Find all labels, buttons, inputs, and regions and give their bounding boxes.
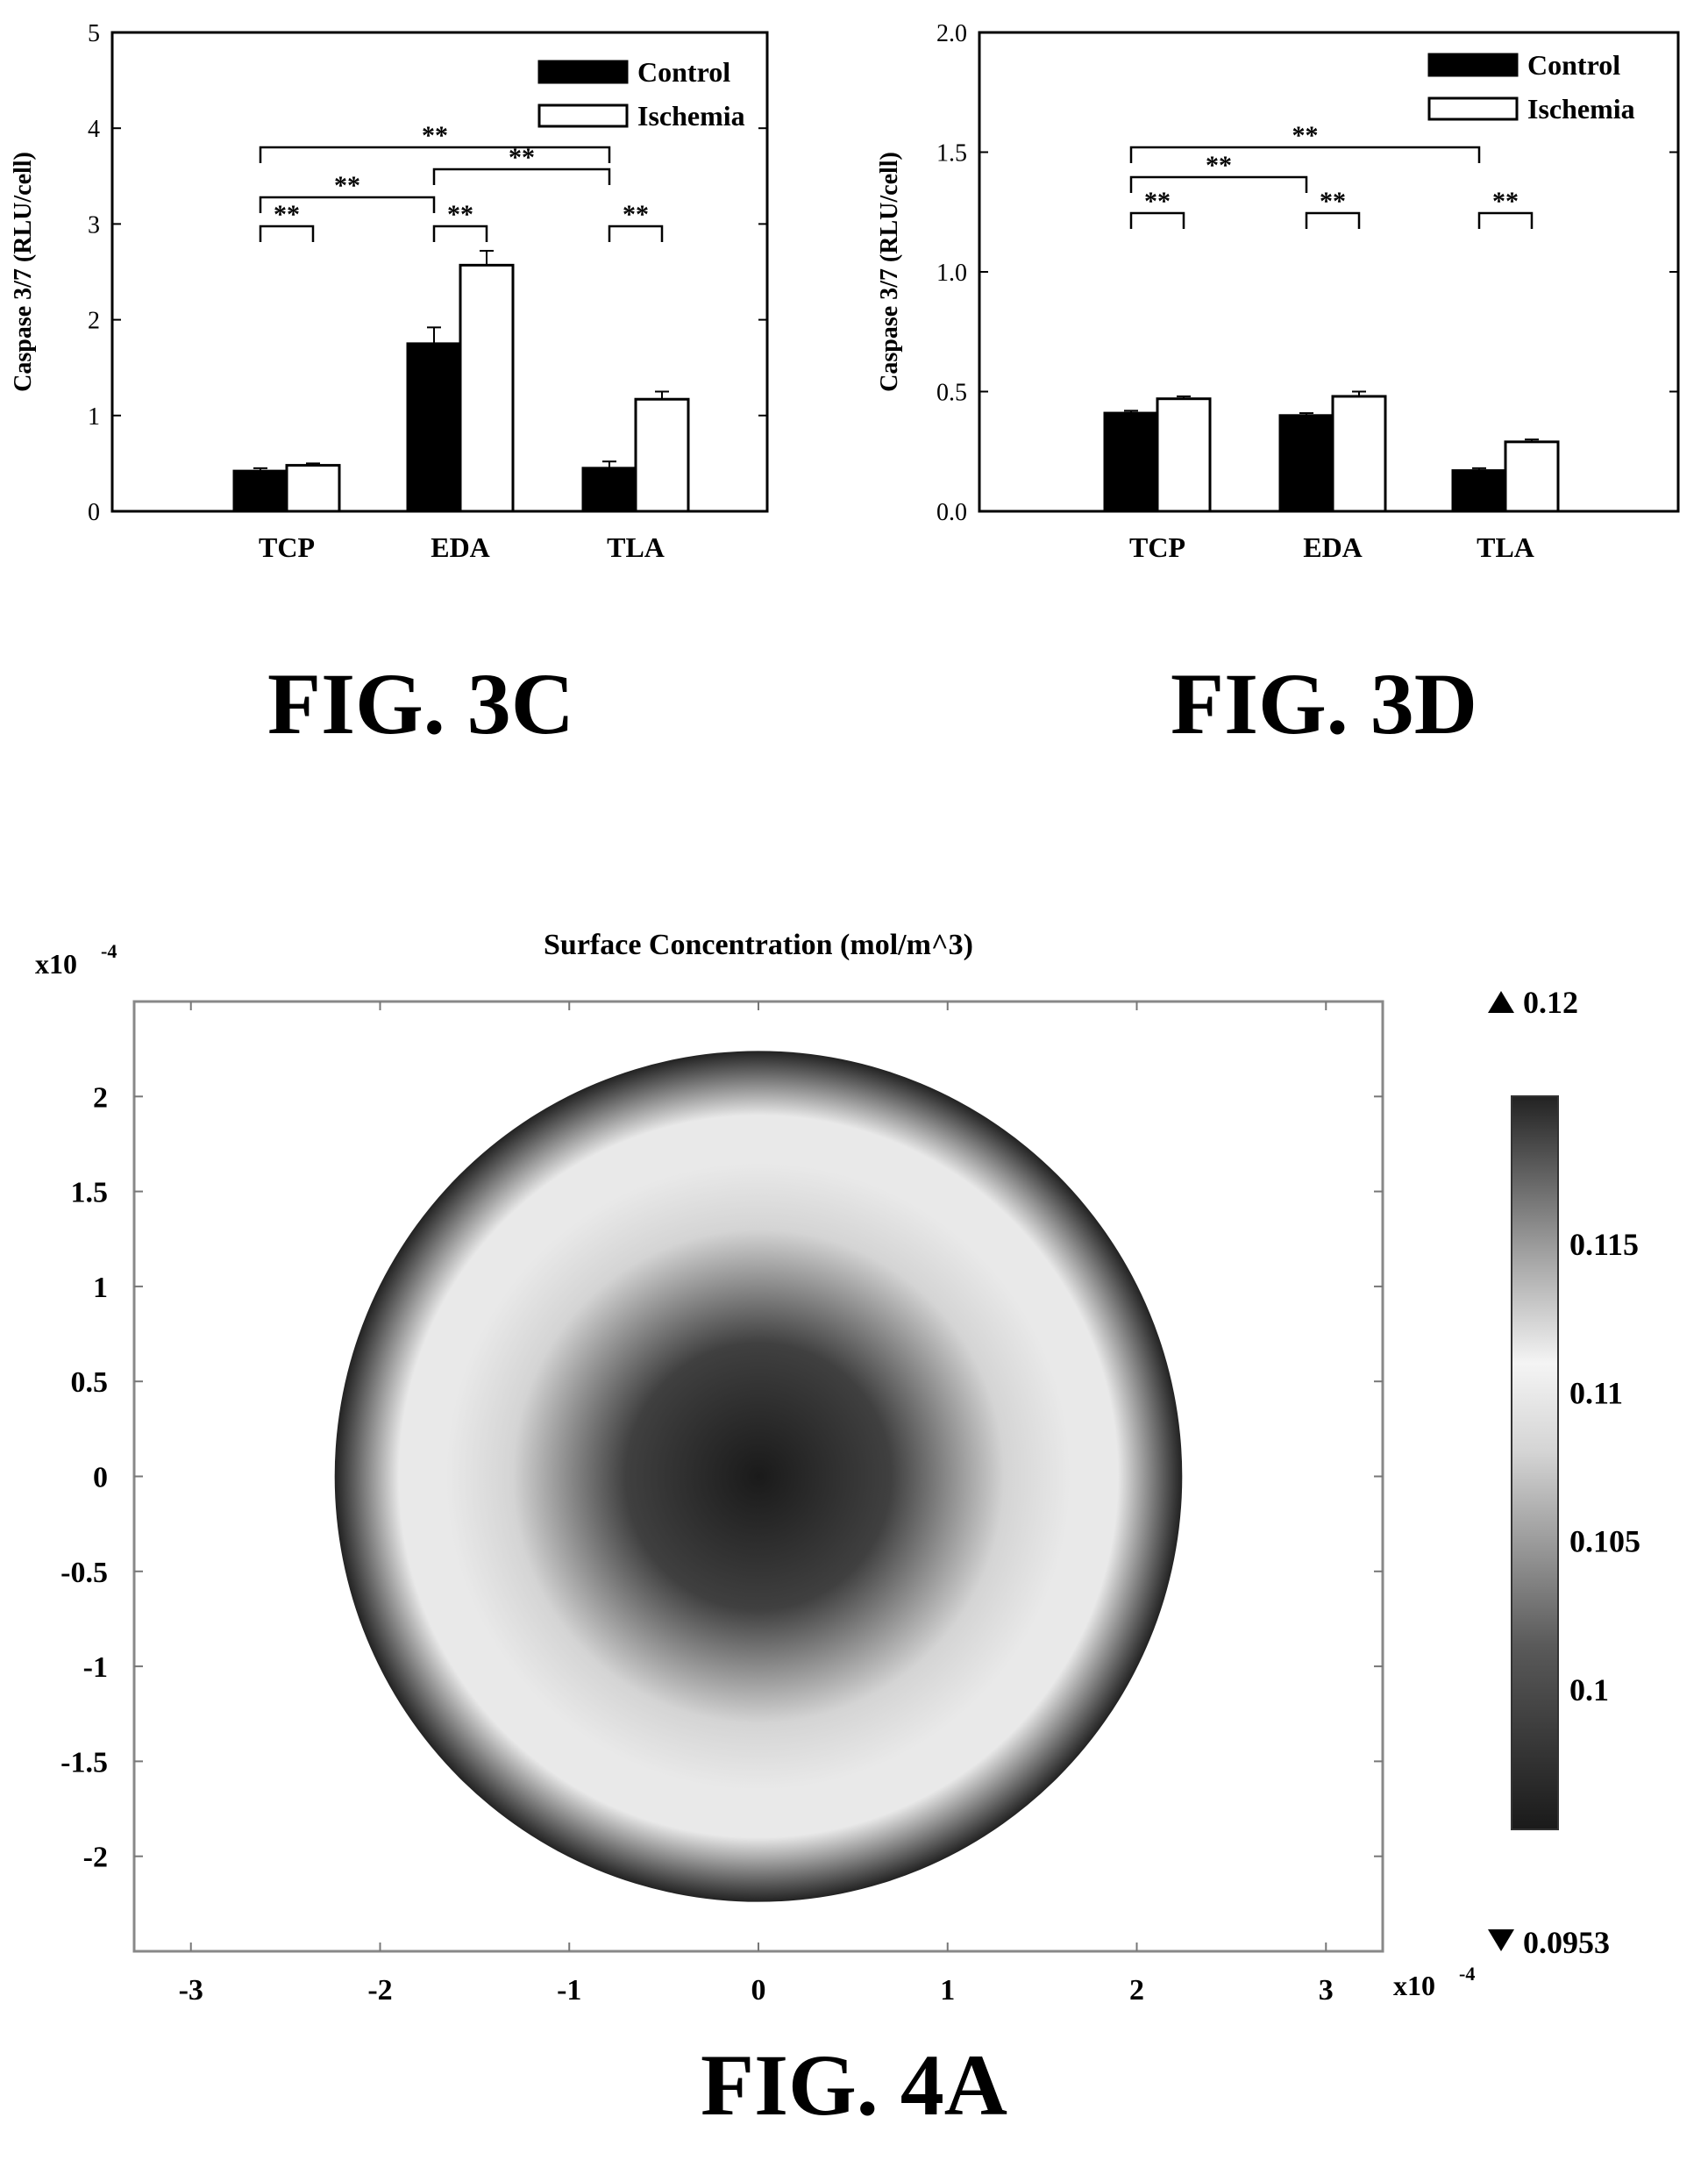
legend-swatch-ischemia: [537, 103, 629, 128]
colorbar-tick-label: 0.105: [1569, 1524, 1640, 1559]
x-exponent-label: x10: [1393, 1970, 1435, 2001]
y-tick-label: 2: [93, 1081, 108, 1114]
significance-marker: **: [334, 171, 360, 200]
significance-marker: **: [1320, 187, 1346, 216]
y-tick-label: 1.5: [936, 140, 967, 168]
x-exponent-power: -4: [1459, 1963, 1475, 1985]
bar-control-tcp: [1103, 411, 1159, 513]
significance-bracket: [1477, 211, 1534, 229]
significance-marker: **: [1206, 151, 1232, 180]
y-tick-label: 0: [93, 1462, 108, 1494]
colorbar-max-arrow-icon: [1488, 991, 1514, 1013]
y-tick-label: 4: [88, 116, 100, 143]
y-tick-label: -0.5: [60, 1557, 108, 1589]
x-tick-label: 3: [1319, 1974, 1334, 2007]
significance-marker: **: [1144, 187, 1171, 216]
fig-3d-caption: FIG. 3D: [1171, 655, 1477, 752]
legend-label-ischemia: Ischemia: [1527, 93, 1635, 125]
x-tick-label: 1: [940, 1974, 955, 2007]
y-tick-label: -2: [83, 1842, 108, 1874]
x-tick-label-eda: EDA: [431, 531, 490, 563]
x-tick-label-tla: TLA: [1477, 531, 1534, 563]
x-tick-label: -2: [367, 1974, 392, 2007]
significance-bracket: [1129, 175, 1308, 193]
colorbar-max-label: 0.12: [1523, 985, 1578, 1020]
bar-control-tla: [581, 467, 637, 513]
bar-ischemia-tla: [634, 397, 690, 513]
x-tick-label: 2: [1129, 1974, 1144, 2007]
bar-control-tcp: [232, 469, 288, 513]
y-tick-label: 0.5: [71, 1366, 109, 1399]
fig-3c-chart: 0 1 2 3 4 5 Caspase 3/7 (RLU/cell) TCP EDA TLA Con…: [10, 20, 769, 563]
fig-3d-chart: 0.0 0.5 1.0 1.5 2.0 Caspase 3/7 (RLU/cell) TCP…: [876, 20, 1680, 563]
significance-marker: **: [1292, 121, 1319, 150]
concentration-disk: [334, 1051, 1183, 1902]
bar-ischemia-tla: [1504, 440, 1560, 513]
significance-bracket: [259, 225, 315, 242]
y-axis-label: Caspase 3/7 (RLU/cell): [876, 152, 903, 392]
colorbar-tick-label: 0.1: [1569, 1672, 1609, 1707]
colorbar-tick-label: 0.11: [1569, 1375, 1623, 1410]
significance-marker: **: [623, 200, 649, 229]
chart-title: Surface Concentration (mol/m^3): [544, 929, 973, 961]
fig-4a-chart: Surface Concentration (mol/m^3) -3 -2 -1 0 1 2…: [35, 929, 1640, 2007]
colorbar-tick-label: 0.115: [1569, 1227, 1639, 1262]
fig-4a-caption: FIG. 4A: [701, 2036, 1007, 2134]
legend-label-control: Control: [1527, 49, 1620, 81]
legend-label-control: Control: [637, 56, 730, 88]
y-tick-label: 0: [88, 499, 100, 526]
x-tick-label: -1: [557, 1974, 581, 2007]
significance-bracket: [1129, 146, 1481, 163]
colorbar-min-arrow-icon: [1488, 1929, 1514, 1951]
y-tick-label: 1.0: [936, 260, 967, 287]
legend-swatch-ischemia: [1427, 96, 1519, 121]
x-tick-label: -3: [179, 1974, 203, 2007]
significance-marker: **: [1492, 187, 1519, 216]
significance-bracket: [259, 196, 436, 213]
significance-marker: **: [447, 200, 473, 229]
y-tick-label: 5: [88, 20, 100, 47]
x-tick-label-tla: TLA: [607, 531, 665, 563]
y-tick-label: 2.0: [936, 20, 967, 47]
y-tick-label: -1: [83, 1651, 108, 1684]
y-axis-label: Caspase 3/7 (RLU/cell): [10, 152, 37, 392]
colorbar: [1511, 1095, 1559, 1830]
y-tick-label: 2: [88, 308, 100, 335]
bar-control-tla: [1451, 469, 1507, 513]
y-tick-label: 3: [88, 211, 100, 239]
significance-bracket: [432, 168, 611, 185]
y-tick-label: 1: [88, 403, 100, 431]
bar-ischemia-eda: [459, 263, 515, 513]
legend-swatch-control: [1427, 53, 1519, 77]
y-tick-label: -1.5: [60, 1746, 108, 1779]
x-tick-label-tcp: TCP: [1129, 531, 1185, 563]
significance-bracket: [608, 225, 664, 242]
significance-marker: **: [274, 200, 300, 229]
bar-control-eda: [1278, 414, 1334, 513]
significance-bracket: [1305, 211, 1361, 229]
y-tick-label: 1: [93, 1272, 108, 1304]
significance-bracket: [432, 225, 488, 242]
x-tick-label-eda: EDA: [1303, 531, 1363, 563]
colorbar-min-label: 0.0953: [1523, 1925, 1610, 1960]
y-tick-label: 0.0: [936, 499, 967, 526]
y-tick-label: 1.5: [71, 1177, 109, 1209]
bar-ischemia-eda: [1331, 395, 1387, 513]
bar-ischemia-tcp: [1156, 397, 1212, 513]
significance-marker: **: [422, 121, 448, 150]
significance-bracket: [1129, 211, 1185, 229]
x-tick-label-tcp: TCP: [259, 531, 315, 563]
y-tick-label: 0.5: [936, 380, 967, 407]
y-exponent-power: -4: [101, 940, 117, 962]
x-tick-label: 0: [751, 1974, 766, 2007]
legend-label-ischemia: Ischemia: [637, 100, 745, 132]
legend-swatch-control: [537, 60, 629, 84]
fig-3c-caption: FIG. 3C: [267, 655, 574, 752]
significance-bracket: [259, 146, 611, 163]
y-exponent-label: x10: [35, 948, 77, 980]
bar-ischemia-tcp: [285, 464, 341, 513]
bar-control-eda: [406, 342, 462, 513]
